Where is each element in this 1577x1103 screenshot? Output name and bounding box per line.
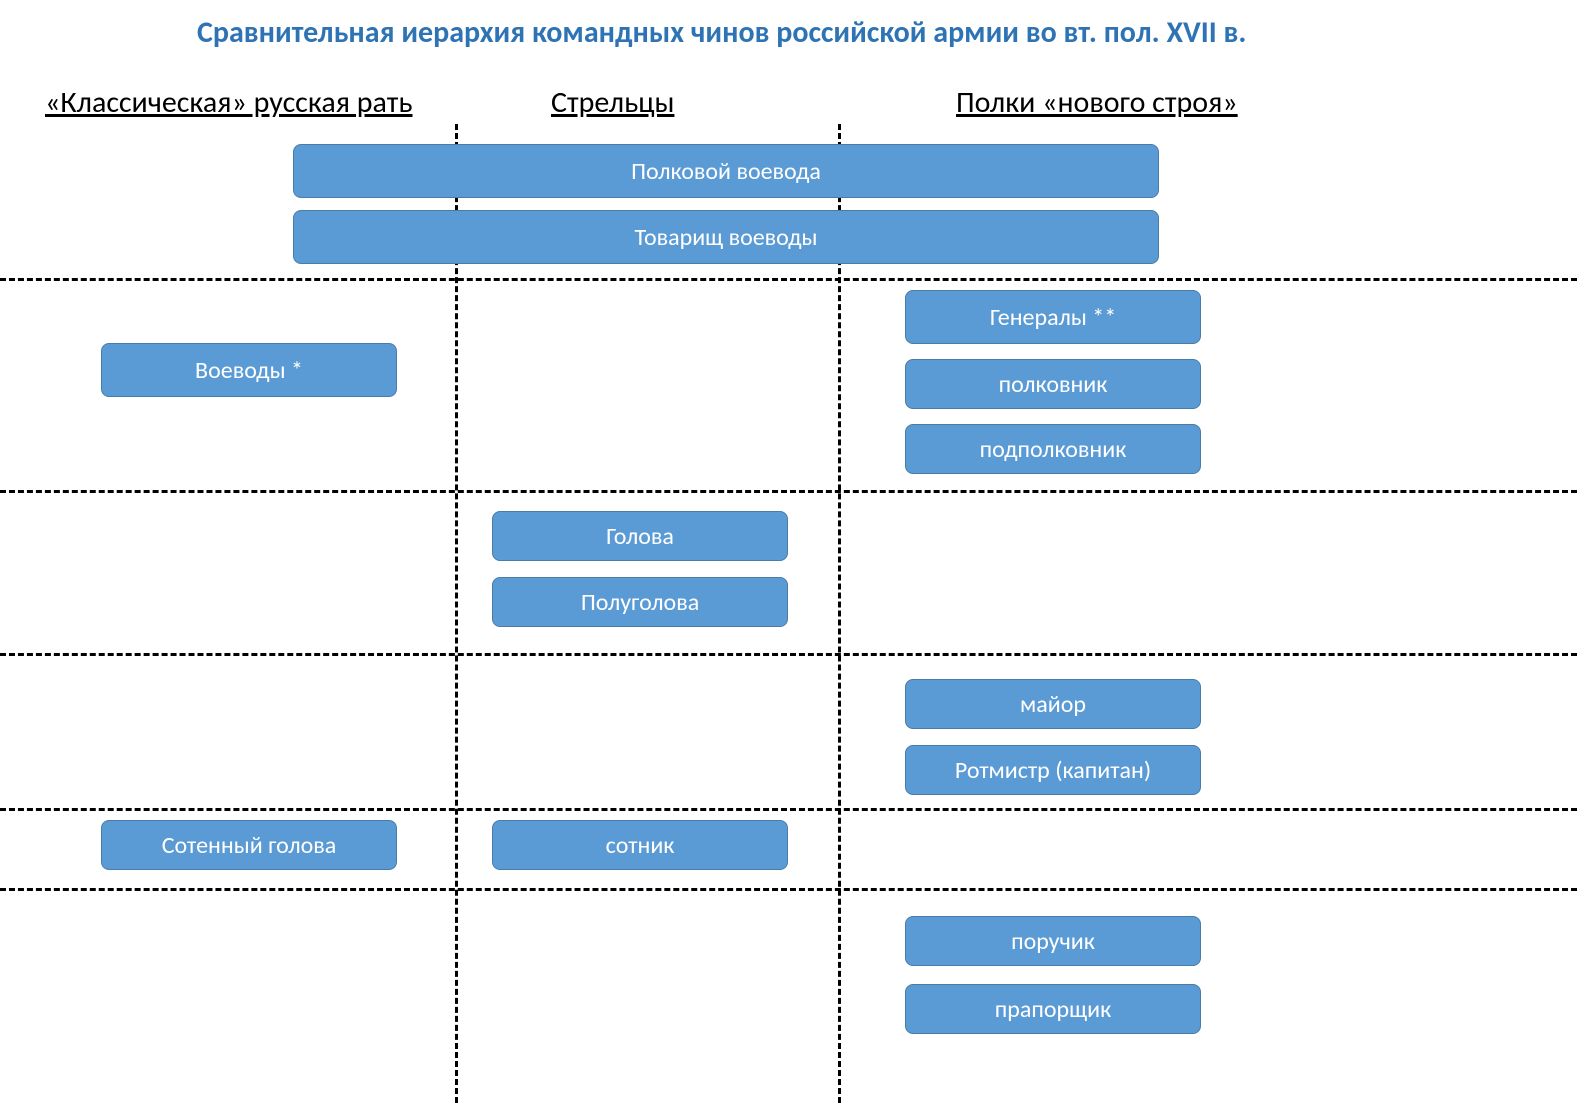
divider-horizontal-5 <box>0 888 1577 891</box>
rank-mayor: майор <box>905 679 1201 729</box>
column-header-classic: «Классическая» русская рать <box>45 84 412 121</box>
rank-rotmistr: Ротмистр (капитан) <box>905 745 1201 795</box>
divider-horizontal-2 <box>0 490 1577 493</box>
rank-polkovoy-voevoda: Полковой воевода <box>293 144 1159 198</box>
rank-sotenny-golova: Сотенный голова <box>101 820 397 870</box>
rank-polugolova: Полуголова <box>492 577 788 627</box>
rank-golova: Голова <box>492 511 788 561</box>
column-header-novogo: Полки «нового строя» <box>956 84 1238 121</box>
column-header-streltsy: Стрельцы <box>551 84 674 121</box>
rank-generaly: Генералы ** <box>905 290 1201 344</box>
rank-voevody: Воеводы * <box>101 343 397 397</box>
divider-vertical-1 <box>455 124 458 1103</box>
divider-horizontal-1 <box>0 278 1577 281</box>
diagram-canvas: Сравнительная иерархия командных чинов р… <box>0 0 1577 1103</box>
rank-poruchik: поручик <box>905 916 1201 966</box>
rank-podpolkovnik: подполковник <box>905 424 1201 474</box>
diagram-title: Сравнительная иерархия командных чинов р… <box>197 14 1246 51</box>
rank-polkovnik: полковник <box>905 359 1201 409</box>
rank-praporshchik: прапорщик <box>905 984 1201 1034</box>
divider-vertical-2 <box>838 124 841 1103</box>
rank-sotnik: сотник <box>492 820 788 870</box>
divider-horizontal-4 <box>0 808 1577 811</box>
rank-tovarishch-voevody: Товарищ воеводы <box>293 210 1159 264</box>
divider-horizontal-3 <box>0 653 1577 656</box>
